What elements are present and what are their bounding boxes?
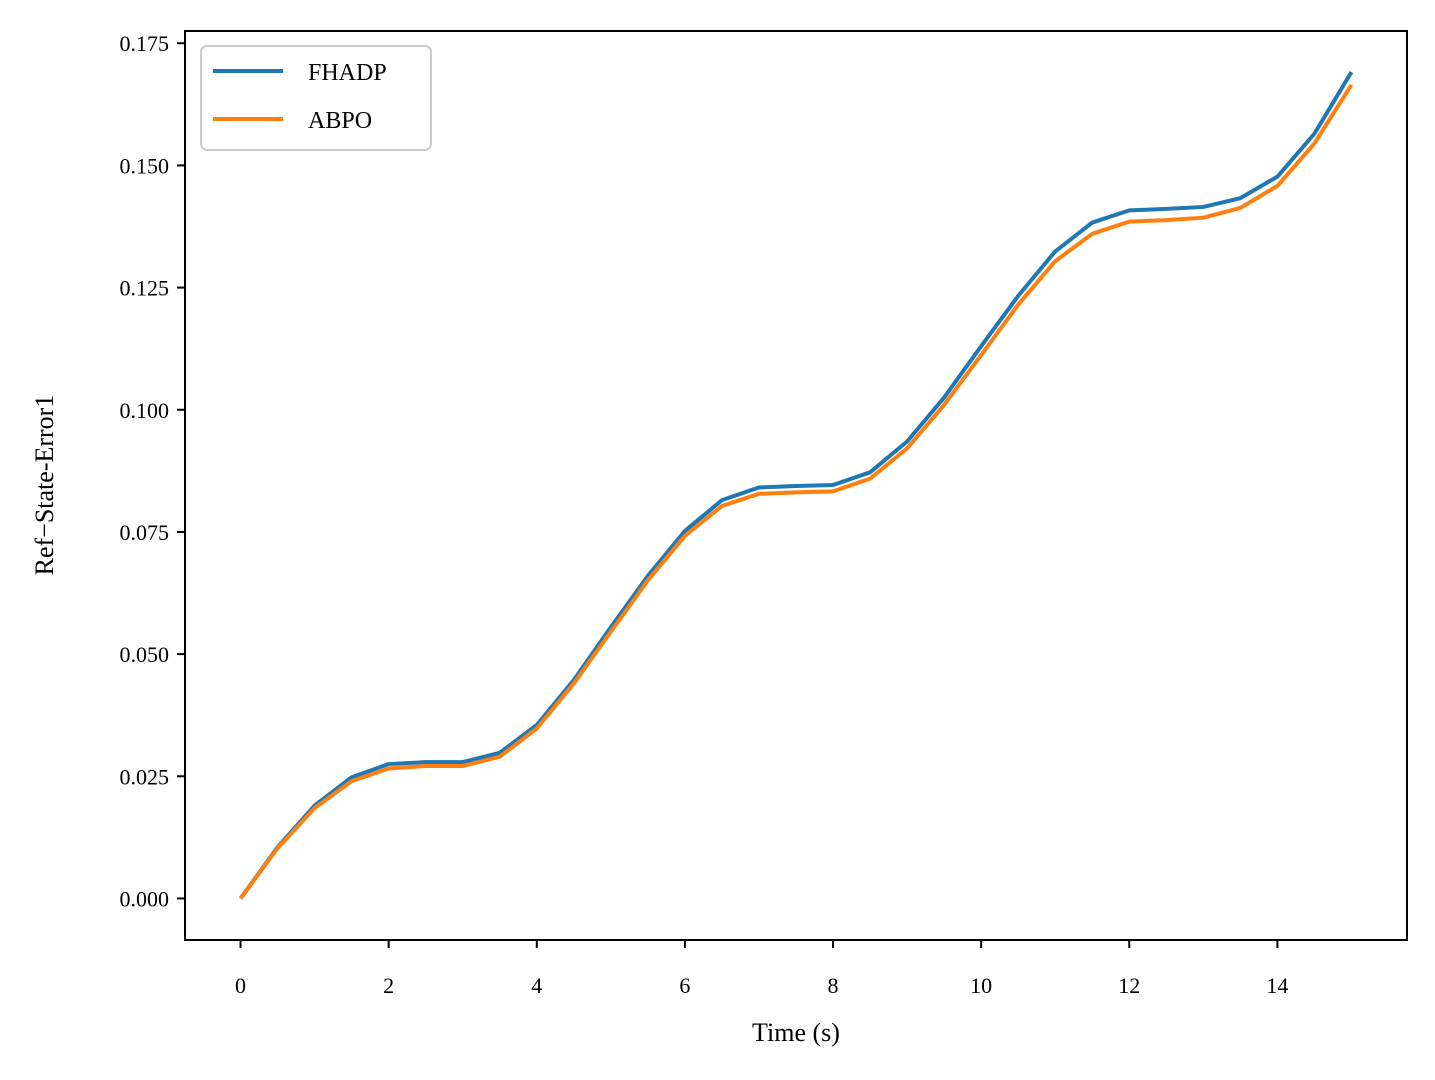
y-tick-label: 0.000	[120, 886, 170, 911]
x-tick-label: 4	[531, 973, 542, 998]
x-tick-label: 10	[970, 973, 992, 998]
y-tick-label: 0.025	[120, 764, 170, 789]
series-line-fhadp	[238, 71, 1354, 900]
x-tick-label: 2	[383, 973, 394, 998]
y-axis-title: Ref−State-Error1	[30, 395, 59, 576]
plot-frame	[184, 30, 1408, 941]
x-tick-label: 8	[828, 973, 839, 998]
x-tick-label: 14	[1266, 973, 1288, 998]
x-axis-ticks: 0 2 4 6 8 10 12 14	[235, 940, 1288, 998]
legend-label-abpo: ABPO	[308, 108, 372, 134]
y-tick-label: 0.075	[120, 520, 170, 545]
y-tick-label: 0.050	[120, 642, 170, 667]
x-tick-label: 12	[1118, 973, 1140, 998]
x-tick-label: 0	[235, 973, 246, 998]
y-tick-label: 0.175	[120, 31, 170, 56]
legend: FHADP ABPO	[200, 45, 432, 151]
series-line-abpo	[238, 83, 1354, 900]
y-tick-label: 0.150	[120, 153, 170, 178]
series-layer	[238, 71, 1354, 900]
y-tick-label: 0.100	[120, 398, 170, 423]
x-tick-label: 6	[679, 973, 690, 998]
y-tick-label: 0.125	[120, 276, 170, 301]
y-axis-ticks: 0.000 0.025 0.050 0.075 0.100 0.125 0.150 0.175	[120, 31, 185, 911]
legend-label-fhadp: FHADP	[308, 60, 387, 86]
x-axis-title: Time (s)	[752, 1018, 840, 1047]
